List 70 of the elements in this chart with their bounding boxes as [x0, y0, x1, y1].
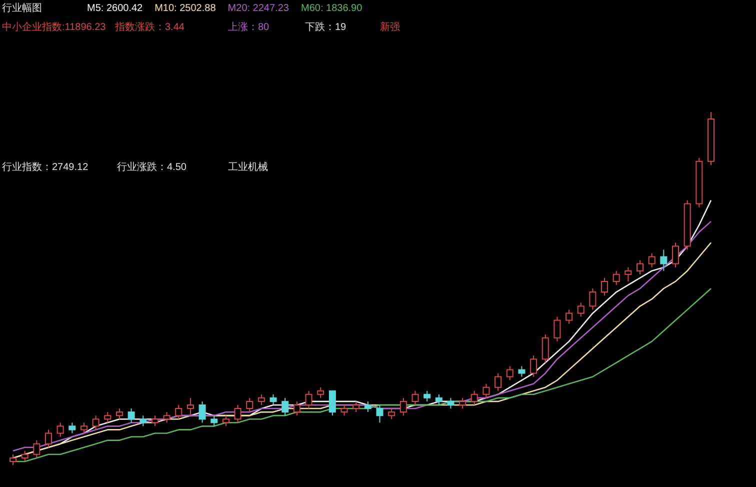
candlestick	[412, 390, 419, 406]
text: 指数涨跌：3.44	[114, 21, 185, 33]
candlestick	[624, 266, 632, 282]
candlestick	[68, 422, 76, 434]
candlestick	[163, 412, 170, 424]
candlestick	[542, 334, 549, 364]
candlestick	[317, 386, 324, 398]
candlestick	[328, 390, 336, 416]
text: M5: 2600.42	[87, 3, 144, 14]
candlestick	[506, 366, 514, 381]
text: 上涨：80	[228, 21, 270, 33]
candlestick	[116, 408, 123, 420]
candlestick	[612, 270, 620, 286]
candlestick	[186, 397, 194, 416]
candlestick	[33, 440, 40, 458]
text: 下跌：19	[305, 21, 347, 33]
candlestick	[80, 422, 88, 434]
candlestick	[258, 394, 265, 406]
candlestick	[459, 397, 466, 410]
candlestick	[554, 316, 561, 342]
candlestick	[270, 394, 277, 406]
text: M20: 2247.23	[228, 3, 290, 14]
candlestick	[376, 404, 384, 424]
candlestick	[198, 400, 206, 424]
candlestick	[636, 260, 644, 275]
candlestick	[530, 355, 538, 378]
candlestick	[175, 404, 182, 420]
candlestick	[210, 415, 218, 427]
candlestick	[577, 302, 584, 318]
candlestick	[151, 415, 158, 427]
candlestick	[234, 404, 242, 424]
candlestick	[364, 400, 372, 413]
candlestick	[21, 450, 28, 462]
candlestick	[435, 394, 442, 406]
candlestick	[246, 397, 254, 413]
text: M60: 1836.90	[301, 3, 363, 14]
candlestick	[447, 397, 454, 410]
candlestick	[518, 366, 526, 378]
candlestick	[660, 249, 668, 272]
candlestick	[672, 242, 680, 268]
candlestick	[92, 415, 100, 430]
annotation: 行业指数：2749.12	[2, 161, 89, 173]
text: 中小企业指数:11896.23	[2, 21, 106, 33]
candlestick	[293, 400, 300, 416]
candlestick	[566, 309, 573, 324]
candlestick	[128, 408, 135, 424]
candlestick	[352, 400, 360, 413]
candlestick	[400, 397, 407, 416]
annotation: 行业涨跌：4.50	[117, 161, 187, 173]
candlestick	[494, 372, 502, 392]
candlestick	[340, 404, 348, 416]
candlestick	[56, 422, 64, 438]
chart-title: 行业幅图	[2, 2, 42, 14]
candlestick	[388, 408, 396, 420]
candlestick	[44, 429, 52, 448]
candlestick	[104, 412, 112, 424]
annotation: 工业机械	[228, 161, 268, 173]
candlestick	[424, 390, 431, 402]
candlestick	[10, 454, 16, 466]
candlestick	[140, 415, 147, 427]
candlestick	[222, 415, 230, 427]
candlestick	[589, 288, 596, 310]
candlestick	[470, 390, 478, 406]
text: 新强	[380, 21, 400, 33]
candlestick	[282, 397, 289, 416]
candlestick	[305, 390, 312, 410]
candlestick	[482, 383, 490, 398]
candlestick	[648, 252, 656, 268]
candlestick	[601, 277, 608, 296]
text: M10: 2502.88	[154, 3, 216, 14]
